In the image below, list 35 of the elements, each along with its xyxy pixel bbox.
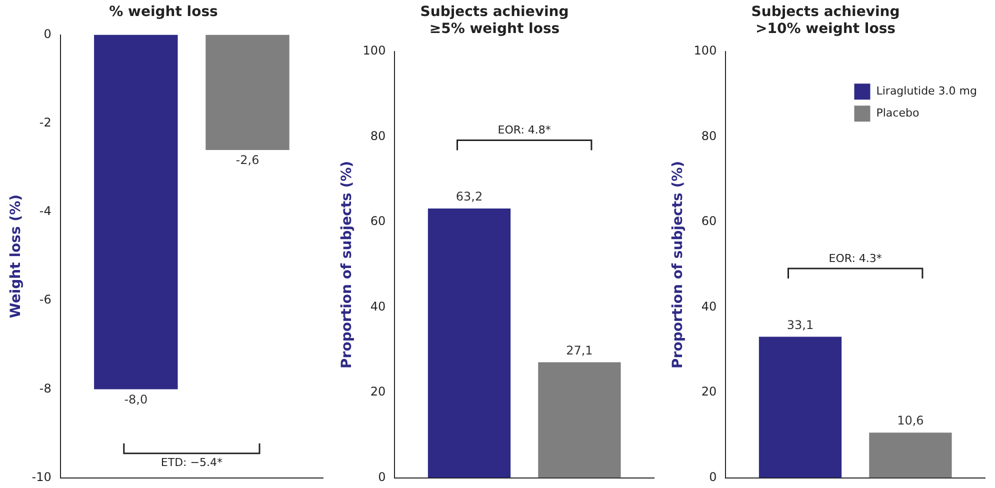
chart-title: Subjects achieving >10% weight loss <box>751 4 900 37</box>
y-tick-label: 40 <box>701 299 717 314</box>
data-label: 33,1 <box>786 318 814 332</box>
y-tick-label: -4 <box>39 204 52 218</box>
y-axis-title: Weight loss (%) <box>8 194 24 318</box>
y-tick-label: 60 <box>370 214 386 228</box>
y-axis-title: Proportion of subjects (%) <box>339 160 356 368</box>
data-label: 10,6 <box>897 414 924 428</box>
data-label: 63,2 <box>456 190 483 204</box>
data-label: 27,1 <box>566 343 593 358</box>
y-tick-label: -6 <box>39 292 52 307</box>
legend-label: Liraglutide 3.0 mg <box>876 84 978 98</box>
y-tick-label: 0 <box>709 470 717 484</box>
annotation: EOR: 4.8* <box>498 124 552 137</box>
y-tick-label: 100 <box>694 44 717 58</box>
y-tick-label: 40 <box>370 299 386 314</box>
data-label: -8,0 <box>124 392 148 406</box>
chart-title: % weight loss <box>109 4 218 20</box>
y-tick-label: 100 <box>362 44 386 58</box>
y-tick-label: 20 <box>370 384 386 399</box>
annotation: EOR: 4.3* <box>828 252 882 265</box>
data-label: -2,6 <box>236 153 260 168</box>
legend-label: Placebo <box>876 106 920 120</box>
y-tick-label: -10 <box>32 470 52 484</box>
y-axis-title: Proportion of subjects (%) <box>670 160 686 368</box>
y-tick-label: 0 <box>44 26 52 41</box>
y-tick-label: 80 <box>370 128 386 143</box>
annotation: ETD: −5.4* <box>160 456 223 469</box>
y-tick-label: -8 <box>39 381 52 396</box>
y-tick-label: 60 <box>701 214 717 228</box>
y-tick-label: 80 <box>701 128 717 143</box>
y-tick-label: 0 <box>378 470 386 484</box>
chart-title: Subjects achieving ≥5% weight loss <box>420 4 569 37</box>
y-tick-label: -2 <box>39 116 52 130</box>
y-tick-label: 20 <box>701 384 717 399</box>
